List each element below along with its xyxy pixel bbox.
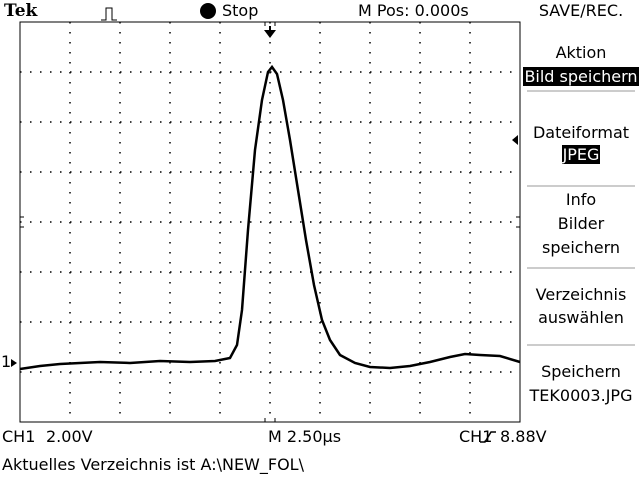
menu-value-text[interactable]: Bild speichern — [523, 67, 639, 86]
ground-marker: 1 — [1, 352, 12, 371]
ground-arrow — [11, 359, 17, 367]
menu-title: SAVE/REC. — [538, 1, 624, 20]
acquisition-icon — [101, 7, 117, 21]
trigger-position-marker — [264, 26, 276, 38]
menu-label[interactable]: Speichern — [541, 362, 621, 381]
channel: CH1 — [2, 427, 36, 446]
volts-per-div: 2.00V — [46, 427, 93, 446]
center-ticks — [20, 22, 520, 422]
brand: Tek — [4, 1, 38, 21]
timebase: M 2.50µs — [268, 427, 342, 446]
menu-separators — [527, 90, 635, 346]
menu-value-text[interactable]: JPEG — [561, 145, 601, 164]
status-message: Aktuelles Verzeichnis ist A:\NEW_FOL\ — [2, 455, 304, 474]
menu-label[interactable]: TEK0003.JPG — [529, 386, 633, 405]
waveform — [19, 64, 521, 371]
menu-label[interactable]: Aktion — [555, 43, 607, 62]
menu-value[interactable]: Bild speichern — [522, 67, 640, 87]
menu-label[interactable]: auswählen — [538, 308, 624, 327]
trigger-edge-icon — [480, 431, 496, 443]
center-axes — [20, 22, 520, 422]
menu-label[interactable]: Info — [565, 190, 597, 209]
menu-label[interactable]: Verzeichnis — [535, 285, 627, 304]
menu-value[interactable]: JPEG — [522, 145, 640, 165]
trigger-level: 8.88V — [500, 427, 547, 446]
horizontal-position: M Pos: 0.000s — [358, 1, 469, 20]
menu-label[interactable]: Dateiformat — [532, 123, 630, 142]
stop-indicator — [200, 3, 216, 19]
menu-pointer — [512, 135, 518, 145]
run-status: Stop — [222, 1, 259, 20]
trigger-source: CH1 — [459, 427, 493, 446]
menu-label[interactable]: Bilder — [557, 214, 605, 233]
menu-label[interactable]: speichern — [542, 238, 620, 257]
